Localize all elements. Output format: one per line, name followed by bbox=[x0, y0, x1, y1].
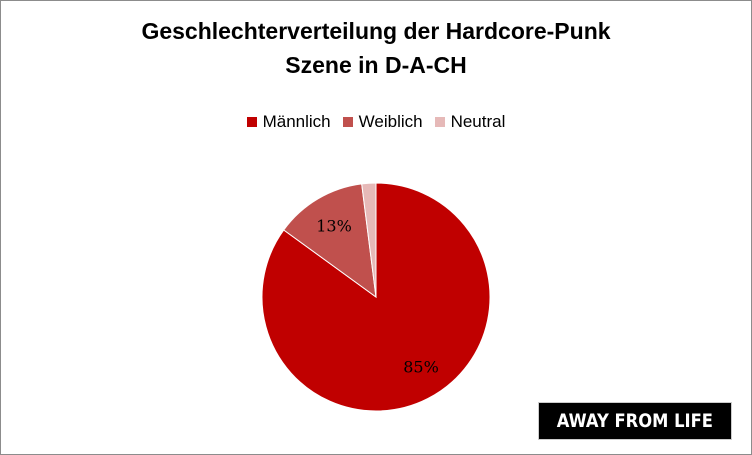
legend-item-maennlich: Männlich bbox=[246, 112, 331, 132]
legend-label-neutral: Neutral bbox=[450, 112, 506, 131]
legend-label-maennlich: Männlich bbox=[262, 112, 331, 131]
pie-slice-maennlich bbox=[261, 182, 491, 412]
chart-title-line-1: Geschlechterverteilung der Hardcore-Punk bbox=[141, 18, 611, 44]
watermark-logo: AWAY FROM LIFE bbox=[538, 402, 732, 440]
legend: Männlich Weiblich Neutral bbox=[0, 112, 752, 132]
pie-slice-weiblich bbox=[283, 183, 377, 299]
data-label-weiblich: 13% bbox=[316, 217, 352, 236]
legend-item-weiblich: Weiblich bbox=[342, 112, 423, 132]
watermark-text: AWAY FROM LIFE bbox=[556, 410, 714, 432]
legend-label-weiblich: Weiblich bbox=[358, 112, 423, 131]
legend-item-neutral: Neutral bbox=[434, 112, 506, 132]
chart-title: Geschlechterverteilung der Hardcore-Punk… bbox=[0, 14, 752, 82]
legend-swatch-neutral bbox=[434, 117, 445, 127]
legend-swatch-maennlich bbox=[246, 117, 257, 127]
chart-title-line-2: Szene in D-A-CH bbox=[285, 52, 467, 78]
pie-slice-neutral bbox=[361, 182, 377, 298]
data-label-maennlich: 85% bbox=[403, 358, 439, 377]
legend-swatch-weiblich bbox=[342, 117, 353, 127]
